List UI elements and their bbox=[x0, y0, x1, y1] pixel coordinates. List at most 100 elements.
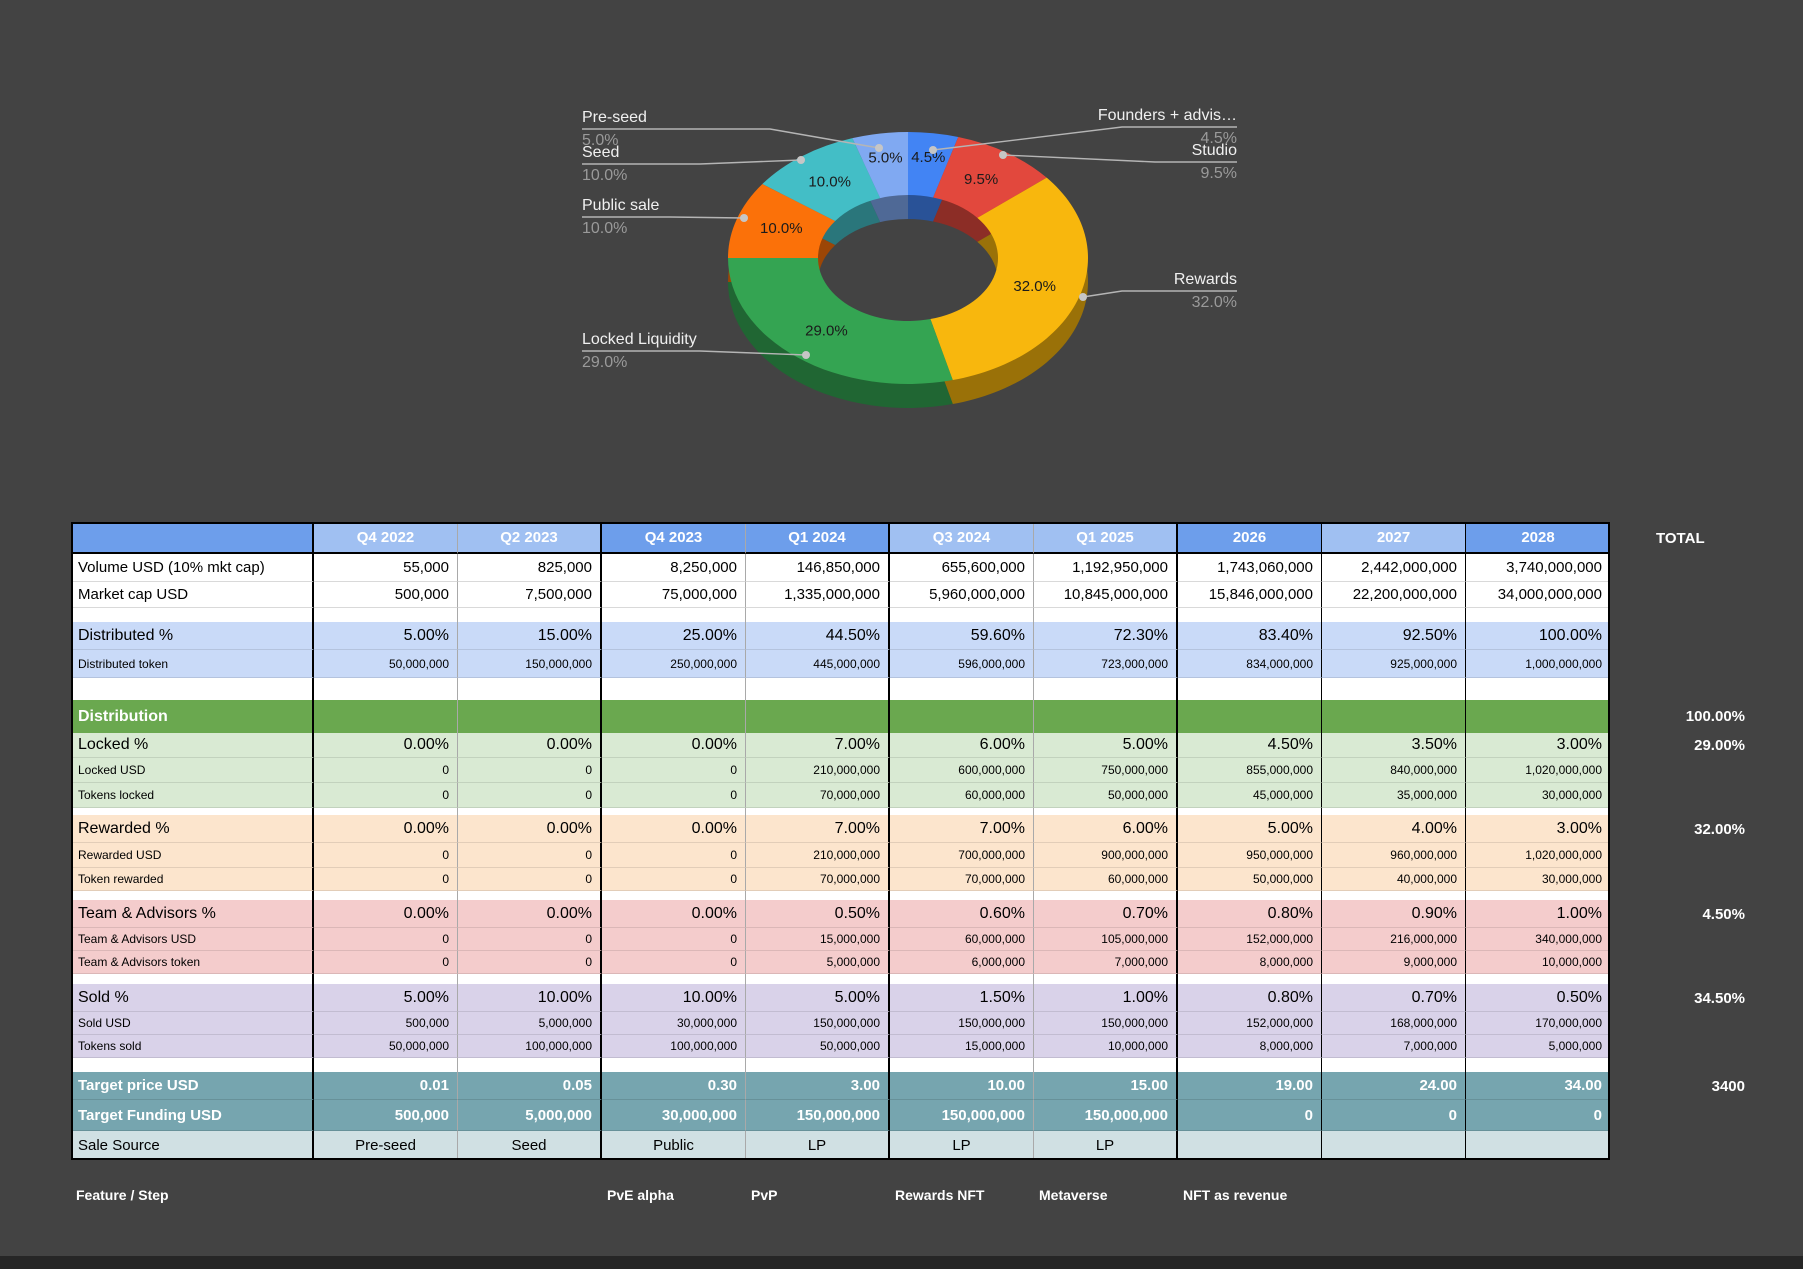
gap-label-cell[interactable] bbox=[71, 974, 314, 984]
cell-team-advisors-usd-q1-2025[interactable]: 105,000,000 bbox=[1034, 928, 1178, 951]
cell-sale-source-2026[interactable] bbox=[1178, 1131, 1322, 1160]
cell-token-rewarded-2026[interactable]: 50,000,000 bbox=[1178, 868, 1322, 891]
cell-sold-usd-2027[interactable]: 168,000,000 bbox=[1322, 1012, 1466, 1035]
cell-token-rewarded-2028[interactable]: 30,000,000 bbox=[1466, 868, 1610, 891]
gap-cell[interactable] bbox=[1322, 808, 1466, 815]
cell-target-price-usd-q3-2024[interactable]: 10.00 bbox=[890, 1072, 1034, 1100]
cell-distributed-pct-2026[interactable]: 83.40% bbox=[1178, 622, 1322, 650]
cell-target-price-usd-q2-2023[interactable]: 0.05 bbox=[458, 1072, 602, 1100]
cell-sold-usd-q4-2022[interactable]: 500,000 bbox=[314, 1012, 458, 1035]
gap-cell[interactable] bbox=[1178, 808, 1322, 815]
donut-slice-seed[interactable] bbox=[762, 138, 881, 221]
cell-rewarded-usd-2027[interactable]: 960,000,000 bbox=[1322, 843, 1466, 868]
cell-distribution-section-q3-2024[interactable] bbox=[890, 700, 1034, 733]
gap-cell[interactable] bbox=[746, 608, 890, 622]
cell-sold-pct-2027[interactable]: 0.70% bbox=[1322, 984, 1466, 1012]
row-label-tokens-sold[interactable]: Tokens sold bbox=[71, 1035, 314, 1058]
cell-distributed-pct-2027[interactable]: 92.50% bbox=[1322, 622, 1466, 650]
gap-cell[interactable] bbox=[890, 974, 1034, 984]
gap-cell[interactable] bbox=[746, 678, 890, 700]
cell-team-advisors-token-2027[interactable]: 9,000,000 bbox=[1322, 951, 1466, 974]
cell-market-cap-usd-2028[interactable]: 34,000,000,000 bbox=[1466, 582, 1610, 608]
cell-team-advisors-token-q2-2023[interactable]: 0 bbox=[458, 951, 602, 974]
gap-cell[interactable] bbox=[1466, 678, 1610, 700]
gap-cell[interactable] bbox=[1034, 608, 1178, 622]
cell-distributed-token-q1-2025[interactable]: 723,000,000 bbox=[1034, 650, 1178, 678]
gap-cell[interactable] bbox=[458, 608, 602, 622]
cell-rewarded-usd-q1-2024[interactable]: 210,000,000 bbox=[746, 843, 890, 868]
gap-cell[interactable] bbox=[890, 1058, 1034, 1072]
cell-tokens-locked-q4-2022[interactable]: 0 bbox=[314, 783, 458, 808]
gap-cell[interactable] bbox=[1322, 974, 1466, 984]
gap-cell[interactable] bbox=[314, 974, 458, 984]
gap-cell[interactable] bbox=[1034, 1058, 1178, 1072]
row-label-sold-usd[interactable]: Sold USD bbox=[71, 1012, 314, 1035]
cell-distributed-token-q2-2023[interactable]: 150,000,000 bbox=[458, 650, 602, 678]
cell-token-rewarded-2027[interactable]: 40,000,000 bbox=[1322, 868, 1466, 891]
cell-tokens-locked-q4-2023[interactable]: 0 bbox=[602, 783, 746, 808]
cell-distributed-pct-2028[interactable]: 100.00% bbox=[1466, 622, 1610, 650]
cell-team-advisors-usd-q1-2024[interactable]: 15,000,000 bbox=[746, 928, 890, 951]
cell-tokens-sold-q2-2023[interactable]: 100,000,000 bbox=[458, 1035, 602, 1058]
row-label-distributed-token[interactable]: Distributed token bbox=[71, 650, 314, 678]
gap-cell[interactable] bbox=[314, 608, 458, 622]
gap-cell[interactable] bbox=[458, 808, 602, 815]
gap-label-cell[interactable] bbox=[71, 808, 314, 815]
cell-distribution-section-q2-2023[interactable] bbox=[458, 700, 602, 733]
cell-distribution-section-q1-2025[interactable] bbox=[1034, 700, 1178, 733]
cell-target-price-usd-q1-2025[interactable]: 15.00 bbox=[1034, 1072, 1178, 1100]
cell-tokens-locked-2027[interactable]: 35,000,000 bbox=[1322, 783, 1466, 808]
cell-locked-pct-2027[interactable]: 3.50% bbox=[1322, 733, 1466, 758]
cell-locked-pct-2028[interactable]: 3.00% bbox=[1466, 733, 1610, 758]
gap-cell[interactable] bbox=[1034, 678, 1178, 700]
cell-sale-source-q1-2025[interactable]: LP bbox=[1034, 1131, 1178, 1160]
cell-volume-usd-2026[interactable]: 1,743,060,000 bbox=[1178, 554, 1322, 582]
gap-label-cell[interactable] bbox=[71, 608, 314, 622]
cell-distributed-pct-q2-2023[interactable]: 15.00% bbox=[458, 622, 602, 650]
cell-locked-usd-q1-2025[interactable]: 750,000,000 bbox=[1034, 758, 1178, 783]
cell-sold-pct-q4-2022[interactable]: 5.00% bbox=[314, 984, 458, 1012]
gap-cell[interactable] bbox=[1466, 974, 1610, 984]
cell-volume-usd-2027[interactable]: 2,442,000,000 bbox=[1322, 554, 1466, 582]
cell-rewarded-pct-2028[interactable]: 3.00% bbox=[1466, 815, 1610, 843]
cell-distributed-pct-q4-2022[interactable]: 5.00% bbox=[314, 622, 458, 650]
cell-sale-source-q1-2024[interactable]: LP bbox=[746, 1131, 890, 1160]
header-cell-q1-2024[interactable]: Q1 2024 bbox=[746, 522, 890, 554]
gap-cell[interactable] bbox=[746, 1058, 890, 1072]
row-label-target-funding-usd[interactable]: Target Funding USD bbox=[71, 1100, 314, 1131]
cell-target-price-usd-q4-2022[interactable]: 0.01 bbox=[314, 1072, 458, 1100]
cell-locked-pct-2026[interactable]: 4.50% bbox=[1178, 733, 1322, 758]
cell-target-funding-usd-q1-2024[interactable]: 150,000,000 bbox=[746, 1100, 890, 1131]
gap-cell[interactable] bbox=[1178, 678, 1322, 700]
row-label-distributed-pct[interactable]: Distributed % bbox=[71, 622, 314, 650]
row-label-sold-pct[interactable]: Sold % bbox=[71, 984, 314, 1012]
gap-cell[interactable] bbox=[1322, 1058, 1466, 1072]
cell-sold-usd-2028[interactable]: 170,000,000 bbox=[1466, 1012, 1610, 1035]
cell-sold-pct-2026[interactable]: 0.80% bbox=[1178, 984, 1322, 1012]
gap-label-cell[interactable] bbox=[71, 1058, 314, 1072]
cell-locked-pct-q2-2023[interactable]: 0.00% bbox=[458, 733, 602, 758]
cell-distributed-token-q1-2024[interactable]: 445,000,000 bbox=[746, 650, 890, 678]
cell-rewarded-pct-2026[interactable]: 5.00% bbox=[1178, 815, 1322, 843]
gap-cell[interactable] bbox=[1034, 808, 1178, 815]
gap-cell[interactable] bbox=[314, 808, 458, 815]
cell-tokens-sold-2028[interactable]: 5,000,000 bbox=[1466, 1035, 1610, 1058]
cell-tokens-sold-2026[interactable]: 8,000,000 bbox=[1178, 1035, 1322, 1058]
cell-team-advisors-token-q3-2024[interactable]: 6,000,000 bbox=[890, 951, 1034, 974]
cell-target-funding-usd-q4-2022[interactable]: 500,000 bbox=[314, 1100, 458, 1131]
cell-rewarded-pct-q3-2024[interactable]: 7.00% bbox=[890, 815, 1034, 843]
gap-cell[interactable] bbox=[602, 1058, 746, 1072]
gap-cell[interactable] bbox=[1178, 891, 1322, 900]
cell-distribution-section-2028[interactable] bbox=[1466, 700, 1610, 733]
gap-cell[interactable] bbox=[602, 678, 746, 700]
row-label-tokens-locked[interactable]: Tokens locked bbox=[71, 783, 314, 808]
gap-cell[interactable] bbox=[458, 678, 602, 700]
cell-target-price-usd-2026[interactable]: 19.00 bbox=[1178, 1072, 1322, 1100]
cell-rewarded-usd-2028[interactable]: 1,020,000,000 bbox=[1466, 843, 1610, 868]
cell-locked-usd-q4-2022[interactable]: 0 bbox=[314, 758, 458, 783]
cell-volume-usd-q4-2023[interactable]: 8,250,000 bbox=[602, 554, 746, 582]
cell-token-rewarded-q1-2024[interactable]: 70,000,000 bbox=[746, 868, 890, 891]
cell-distributed-token-2028[interactable]: 1,000,000,000 bbox=[1466, 650, 1610, 678]
header-blank-cell[interactable] bbox=[71, 522, 314, 554]
cell-sold-pct-q4-2023[interactable]: 10.00% bbox=[602, 984, 746, 1012]
